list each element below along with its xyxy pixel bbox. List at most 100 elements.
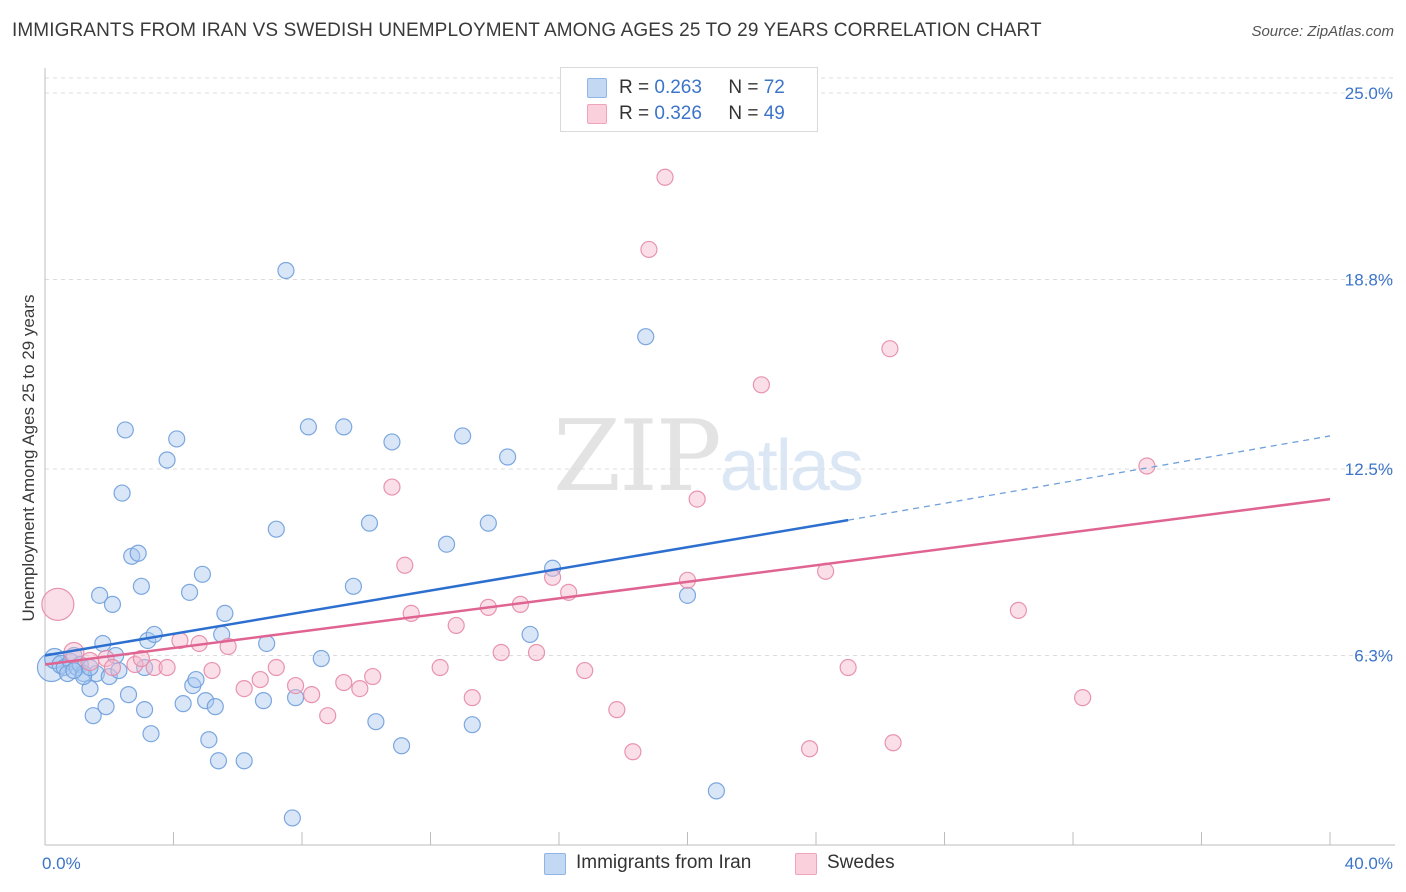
iran-point [637,328,655,346]
swedes-point [80,651,100,672]
swedes-point [267,658,285,677]
watermark: ZIPatlas [553,400,864,514]
iran-point [200,731,218,749]
swedes-point [1009,601,1027,619]
legend-n-value: 72 [763,77,785,98]
swedes-point [1138,457,1156,475]
iran-point [193,565,212,583]
iran-point [174,695,192,713]
iran-trend-line [44,518,849,657]
iran-point [142,725,160,743]
swedes-point [396,556,414,574]
swedes-point [884,734,902,752]
iran-point [254,692,273,710]
swedes-point [126,655,144,674]
swedes-point [145,658,163,677]
watermark-zip: ZIP [553,400,722,514]
y-tick-label: 18.8% [1345,271,1393,290]
iran-point [94,634,112,653]
y-tick-label: 25.0% [1345,84,1393,103]
iran-point [135,701,154,719]
swedes-point [656,168,674,186]
iran-point [267,520,285,538]
swedes-point [383,478,401,496]
legend-r-value: 0.326 [654,103,702,124]
legend-label-swedes: Swedes [827,852,895,873]
legend-r-label: R = [619,103,650,124]
iran-point [135,658,154,677]
iran-point [463,716,481,734]
source-label: Source: ZipAtlas.com [1251,23,1394,40]
iran-point [437,535,456,553]
legend-r-label: R = [619,77,650,98]
iran-point [113,484,131,502]
iran-point [103,595,122,613]
swedes-point [881,340,899,358]
iran-point [312,649,330,668]
swedes-point [800,740,819,758]
legend-n-label: N = [728,77,759,98]
iran-point [187,670,205,689]
swedes-point [351,679,369,698]
swedes-point [576,661,594,680]
legend-swatch-iran [544,853,566,875]
legend-label-iran: Immigrants from Iran [576,852,752,873]
iran-point [454,427,472,445]
swedes-point [527,643,546,662]
iran-point [116,421,134,439]
swedes-point [41,587,75,621]
swedes-point [752,376,770,394]
iran-point [678,586,697,604]
y-tick-label: 6.3% [1354,647,1393,666]
iran-point [119,686,138,704]
iran-point [392,737,411,755]
swedes-point [447,616,465,635]
legend-n-label: N = [728,103,759,124]
swedes-point [103,658,122,677]
y-tick-label: 12.5% [1345,460,1393,479]
iran-point [707,782,726,800]
iran-trend-extension [848,435,1331,521]
swedes-point [1074,689,1092,707]
iran-point [158,451,176,469]
iran-point [479,514,497,532]
swedes-point [319,707,337,725]
iran-point [283,809,301,827]
swedes-point [158,658,176,677]
swedes-point [640,240,658,259]
iran-point [87,664,106,683]
swedes-point [132,649,150,668]
iran-point [65,661,83,680]
watermark-atlas: atlas [719,426,864,506]
iran-point [383,433,401,451]
iran-point [344,577,362,595]
iran-point [129,544,147,562]
swedes-point [688,490,706,508]
iran-point [209,752,228,770]
legend-swatch-iran [587,78,607,98]
x-tick-label: 0.0% [42,854,81,873]
iran-point [360,514,379,532]
iran-point [84,707,102,725]
swedes-point [364,667,382,686]
iran-point [216,604,234,622]
iran-point [299,418,318,436]
swedes-point [431,658,449,677]
iran-point [180,583,199,601]
legend-swatch-swedes [795,853,817,875]
chart-title: IMMIGRANTS FROM IRAN VS SWEDISH UNEMPLOY… [12,20,1042,41]
swedes-point [335,673,353,692]
iran-point [499,448,517,466]
iran-point [97,698,115,716]
iran-point [235,752,253,770]
iran-point [197,692,215,710]
iran-point [91,586,109,604]
iran-point [367,713,385,731]
iran-point [168,430,186,448]
iran-point [277,261,295,280]
swedes-trend-line [44,497,1331,666]
iran-point [206,698,224,716]
swedes-point [463,689,481,707]
x-tick-label: 40.0% [1345,854,1393,873]
iran-point [132,577,150,595]
